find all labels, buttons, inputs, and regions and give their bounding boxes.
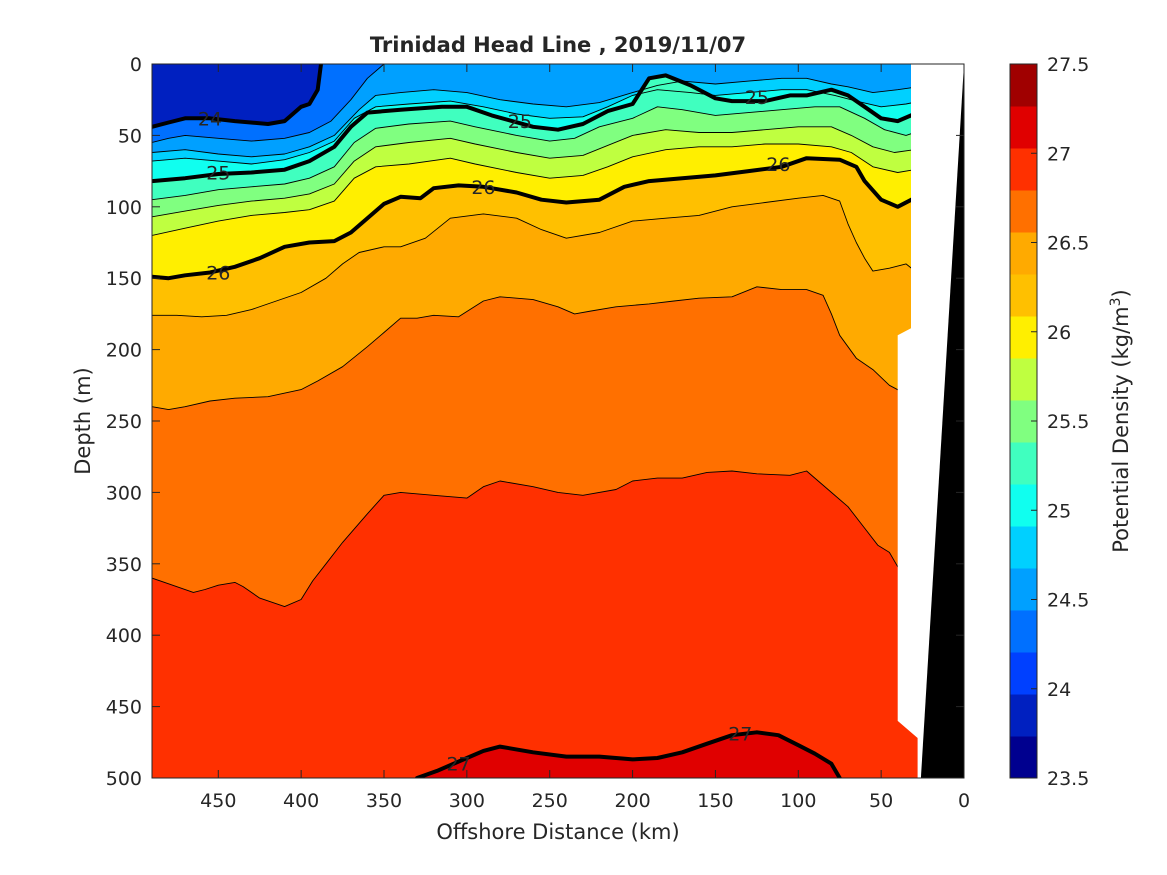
contour-labels: 24 25 25 25 26 26 26 27 27 (198, 87, 791, 776)
contour-label: 27 (728, 724, 752, 746)
contour-line-24-5 (152, 77, 928, 158)
colorbar-segment (1010, 106, 1037, 149)
seafloor-land (920, 64, 964, 778)
y-tick-label: 500 (106, 768, 142, 790)
contour-line-25-5 (152, 126, 928, 218)
contour-label: 24 (198, 108, 222, 130)
y-tick-label: 200 (106, 340, 142, 362)
x-tick-label: 400 (283, 790, 319, 812)
x-axis: 450 400 350 300 250 200 150 100 50 0 (200, 64, 970, 812)
y-tick-label: 250 (106, 411, 142, 433)
colorbar-segment (1010, 610, 1037, 653)
y-tick-label: 400 (106, 625, 142, 647)
contour-line-26 (152, 156, 930, 281)
y-axis-label: Depth (m) (71, 367, 95, 474)
colorbar-label-end: ) (1109, 289, 1133, 297)
plot-area (152, 64, 964, 778)
colorbar-segment (1010, 232, 1037, 275)
colorbar-segment (1010, 442, 1037, 485)
x-tick-label: 100 (780, 790, 816, 812)
density-band-26-75 (152, 471, 964, 778)
contour-lines (152, 64, 964, 778)
colorbar: 23.5 24 24.5 25 25.5 26 26.5 27 27.5 (1009, 54, 1089, 790)
x-tick-label: 200 (614, 790, 650, 812)
y-tick-label: 100 (106, 197, 142, 219)
contour-line-25-25 (152, 106, 928, 201)
y-tick-label: 450 (106, 697, 142, 719)
y-tick-label: 350 (106, 554, 142, 576)
colorbar-segment (1010, 694, 1037, 737)
colorbar-segment (1010, 358, 1037, 401)
contour-label: 26 (206, 262, 230, 284)
contour-line-24 (152, 64, 323, 129)
colorbar-segment (1010, 568, 1037, 611)
colorbar-segment (1010, 148, 1037, 191)
colorbar-segment (1010, 274, 1037, 317)
colorbar-tick-label: 23.5 (1047, 768, 1089, 790)
x-tick-label: 450 (200, 790, 236, 812)
colorbar-tick-label: 25 (1047, 500, 1071, 522)
x-tick-label: 150 (697, 790, 733, 812)
y-tick-label: 300 (106, 482, 142, 504)
y-tick-label: 0 (130, 54, 142, 76)
colorbar-label-text: Potential Density (kg/m (1109, 306, 1133, 552)
colorbar-tick-label: 27.5 (1047, 54, 1089, 76)
colorbar-segment (1010, 316, 1037, 359)
x-tick-label: 50 (869, 790, 893, 812)
colorbar-segment (1010, 526, 1037, 569)
colorbar-tick-label: 27 (1047, 143, 1071, 165)
contour-label: 25 (508, 111, 532, 133)
colorbar-segment (1010, 652, 1037, 695)
contour-label: 26 (766, 154, 790, 176)
contour-label: 26 (471, 177, 495, 199)
contour-line-25-75 (152, 143, 928, 236)
colorbar-tick-label: 24.5 (1047, 590, 1089, 612)
y-tick-label: 50 (118, 125, 142, 147)
contour-line-26-25 (152, 194, 928, 318)
x-tick-label: 250 (532, 790, 568, 812)
contour-label: 25 (745, 87, 769, 109)
y-axis: 0 50 100 150 200 250 300 350 400 450 500 (106, 54, 964, 790)
contour-line-27 (415, 730, 842, 778)
x-tick-label: 350 (366, 790, 402, 812)
contour-label: 25 (206, 163, 230, 185)
y-tick-label: 150 (106, 268, 142, 290)
x-tick-label: 0 (958, 790, 970, 812)
x-axis-label: Offshore Distance (km) (436, 820, 679, 844)
contour-line-26-5 (152, 286, 924, 425)
colorbar-segment (1010, 484, 1037, 527)
colorbar-segment (1010, 64, 1037, 107)
colorbar-tick-label: 26.5 (1047, 233, 1089, 255)
colorbar-label: Potential Density (kg/m3) (1108, 289, 1133, 553)
colorbar-tick-label: 26 (1047, 322, 1071, 344)
chart-title: Trinidad Head Line , 2019/11/07 (370, 33, 746, 57)
colorbar-segment (1010, 190, 1037, 233)
colorbar-tick-label: 24 (1047, 679, 1071, 701)
colorbar-label-superscript: 3 (1108, 297, 1124, 306)
density-band-27 (417, 732, 840, 778)
colorbar-segment (1010, 736, 1037, 779)
colorbar-tick-label: 25.5 (1047, 411, 1089, 433)
x-tick-label: 300 (449, 790, 485, 812)
contour-label: 27 (446, 754, 470, 776)
contour-line-24-25 (152, 64, 385, 143)
contour-line-26-75 (152, 470, 919, 608)
contour-line-25 (152, 73, 930, 184)
